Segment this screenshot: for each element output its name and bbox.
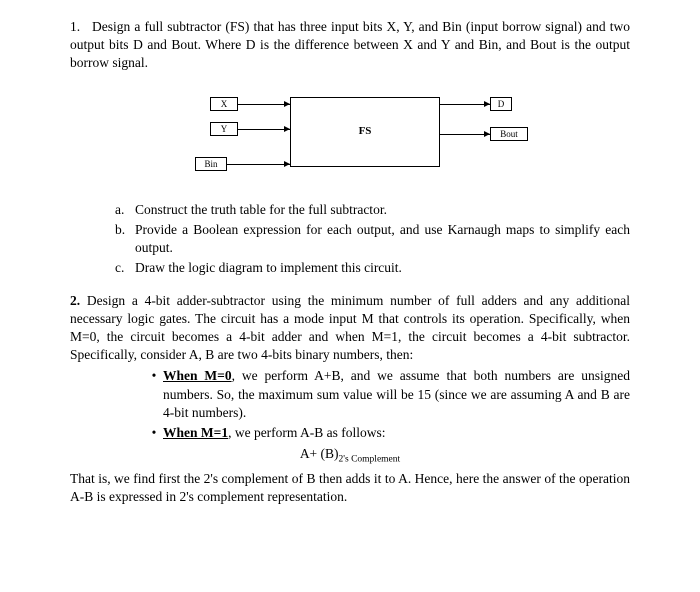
output-d-box: D bbox=[490, 97, 512, 111]
formula-main: A+ (B) bbox=[300, 446, 339, 461]
q2-b2-rest: , we perform A-B as follows: bbox=[228, 425, 385, 440]
formula-subscript: 2's Complement bbox=[339, 455, 401, 465]
input-bin-label: Bin bbox=[204, 158, 217, 170]
q2-closing: That is, we find first the 2's complemen… bbox=[70, 470, 630, 506]
wire-bin bbox=[227, 164, 290, 165]
q1b-letter: b. bbox=[115, 221, 135, 257]
input-y-box: Y bbox=[210, 122, 238, 136]
arrow-x-icon bbox=[284, 101, 290, 107]
input-x-label: X bbox=[221, 98, 228, 110]
q2-bullets: • When M=0, we perform A+B, and we assum… bbox=[145, 367, 630, 442]
output-bout-box: Bout bbox=[490, 127, 528, 141]
wire-y bbox=[238, 129, 290, 130]
q2-number: 2. bbox=[70, 293, 80, 308]
q2-b2-head: When M=1 bbox=[163, 425, 228, 440]
q2-formula: A+ (B)2's Complement bbox=[70, 445, 630, 467]
wire-bout bbox=[440, 134, 490, 135]
input-bin-box: Bin bbox=[195, 157, 227, 171]
q1b-text: Provide a Boolean expression for each ou… bbox=[135, 221, 630, 257]
fs-block-diagram: FS X Y Bin D Bout bbox=[160, 87, 540, 187]
q1-number: 1. bbox=[70, 18, 92, 36]
fs-label: FS bbox=[359, 124, 372, 139]
output-bout-label: Bout bbox=[500, 128, 518, 140]
q1a-text: Construct the truth table for the full s… bbox=[135, 201, 630, 219]
input-y-label: Y bbox=[221, 123, 228, 135]
q2-statement: 2. Design a 4-bit adder-subtractor using… bbox=[70, 292, 630, 365]
arrow-d-icon bbox=[484, 101, 490, 107]
fs-main-box: FS bbox=[290, 97, 440, 167]
q1c-letter: c. bbox=[115, 259, 135, 277]
q2-bullet-m1: • When M=1, we perform A-B as follows: bbox=[145, 424, 630, 442]
q2-bullet2-text: When M=1, we perform A-B as follows: bbox=[163, 424, 630, 442]
bullet-dot-icon: • bbox=[145, 424, 163, 442]
arrow-bin-icon bbox=[284, 161, 290, 167]
arrow-bout-icon bbox=[484, 131, 490, 137]
q2-b1-rest: , we perform A+B, and we assume that bot… bbox=[163, 368, 630, 419]
input-x-box: X bbox=[210, 97, 238, 111]
q1-subparts: a. Construct the truth table for the ful… bbox=[115, 201, 630, 278]
bullet-dot-icon: • bbox=[145, 367, 163, 422]
output-d-label: D bbox=[498, 98, 505, 110]
q2-bullet-m0: • When M=0, we perform A+B, and we assum… bbox=[145, 367, 630, 422]
q1-sub-b: b. Provide a Boolean expression for each… bbox=[115, 221, 630, 257]
q2-b1-head: When M=0 bbox=[163, 368, 232, 383]
q1a-letter: a. bbox=[115, 201, 135, 219]
wire-d bbox=[440, 104, 490, 105]
wire-x bbox=[238, 104, 290, 105]
q2-intro: Design a 4-bit adder-subtractor using th… bbox=[70, 293, 630, 363]
q1-text: Design a full subtractor (FS) that has t… bbox=[70, 19, 630, 70]
q1-sub-c: c. Draw the logic diagram to implement t… bbox=[115, 259, 630, 277]
q2-bullet1-text: When M=0, we perform A+B, and we assume … bbox=[163, 367, 630, 422]
q1c-text: Draw the logic diagram to implement this… bbox=[135, 259, 630, 277]
arrow-y-icon bbox=[284, 126, 290, 132]
q1-statement: 1.Design a full subtractor (FS) that has… bbox=[70, 18, 630, 73]
q1-sub-a: a. Construct the truth table for the ful… bbox=[115, 201, 630, 219]
